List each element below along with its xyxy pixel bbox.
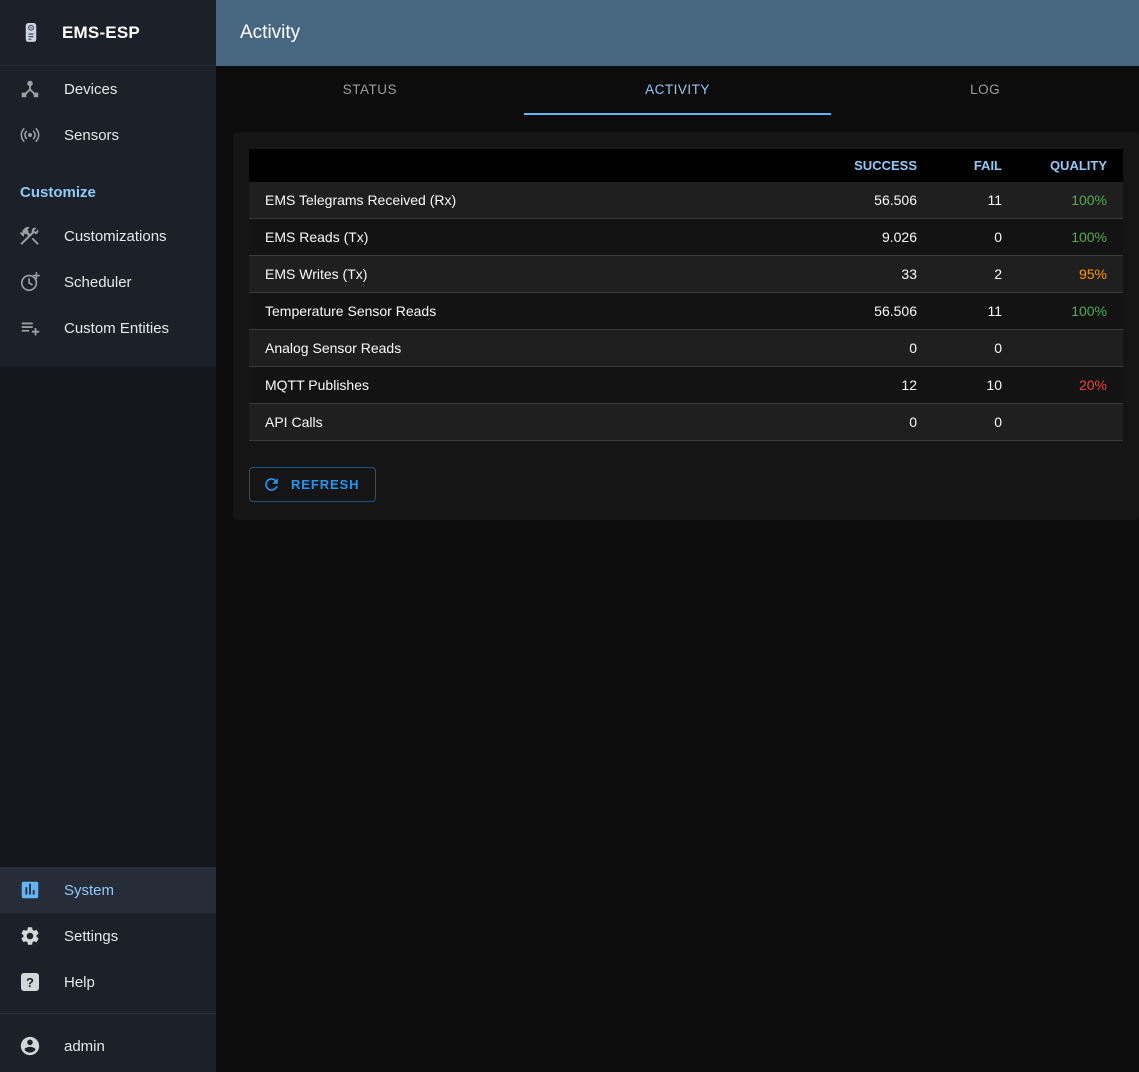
app-logo-header: EMS-ESP bbox=[0, 0, 216, 66]
sidebar-main-nav: Devices Sensors bbox=[0, 66, 216, 158]
sidebar-item-help[interactable]: ? Help bbox=[0, 959, 216, 1005]
page-title: Activity bbox=[240, 22, 301, 43]
account-circle-icon bbox=[18, 1034, 42, 1058]
metric-fail: 0 bbox=[933, 218, 1018, 256]
sidebar-item-label: Devices bbox=[64, 80, 118, 98]
header-metric bbox=[249, 149, 803, 182]
customize-section-label: Customize bbox=[20, 184, 96, 201]
header-fail: FAIL bbox=[933, 149, 1018, 182]
metric-success: 56.506 bbox=[803, 182, 933, 219]
table-row: MQTT Publishes 12 10 20% bbox=[249, 366, 1123, 404]
sidebar-item-devices[interactable]: Devices bbox=[0, 66, 216, 112]
sidebar-spacer bbox=[0, 367, 216, 867]
sidebar-item-system[interactable]: System bbox=[0, 867, 216, 913]
metric-fail: 0 bbox=[933, 329, 1018, 367]
sidebar-item-admin-user[interactable]: admin bbox=[0, 1020, 216, 1072]
ems-esp-logo-icon bbox=[16, 12, 46, 54]
refresh-button[interactable]: REFRESH bbox=[249, 467, 377, 502]
table-row: Temperature Sensor Reads 56.506 11 100% bbox=[249, 292, 1123, 330]
table-row: Analog Sensor Reads 0 0 bbox=[249, 329, 1123, 367]
activity-table: SUCCESS FAIL QUALITY EMS Telegrams Recei… bbox=[249, 149, 1123, 441]
table-header-row: SUCCESS FAIL QUALITY bbox=[249, 149, 1123, 182]
tab-bar: STATUS ACTIVITY LOG bbox=[216, 66, 1139, 115]
metric-quality: 100% bbox=[1018, 182, 1123, 219]
sidebar-item-sensors[interactable]: Sensors bbox=[0, 112, 216, 158]
metric-name: EMS Writes (Tx) bbox=[249, 255, 803, 293]
sidebar-item-label: Settings bbox=[64, 927, 119, 945]
metric-fail: 11 bbox=[933, 182, 1018, 219]
metric-quality bbox=[1018, 403, 1123, 441]
refresh-button-label: REFRESH bbox=[291, 477, 360, 492]
sidebar-divider bbox=[0, 1013, 216, 1014]
metric-name: EMS Reads (Tx) bbox=[249, 218, 803, 256]
sidebar-item-label: System bbox=[64, 881, 115, 899]
sensors-icon bbox=[18, 123, 42, 147]
bar-chart-icon bbox=[18, 878, 42, 902]
metric-name: API Calls bbox=[249, 403, 803, 441]
table-row: EMS Reads (Tx) 9.026 0 100% bbox=[249, 218, 1123, 256]
metric-fail: 0 bbox=[933, 403, 1018, 441]
metric-fail: 2 bbox=[933, 255, 1018, 293]
tab-status[interactable]: STATUS bbox=[342, 82, 397, 97]
sidebar-item-settings[interactable]: Settings bbox=[0, 913, 216, 959]
device-hub-icon bbox=[18, 77, 42, 101]
sidebar-item-label: Scheduler bbox=[64, 273, 132, 291]
metric-quality bbox=[1018, 329, 1123, 367]
metric-fail: 10 bbox=[933, 366, 1018, 404]
table-row: EMS Telegrams Received (Rx) 56.506 11 100% bbox=[249, 182, 1123, 219]
refresh-icon bbox=[262, 475, 281, 494]
activity-table-body: EMS Telegrams Received (Rx) 56.506 11 100% E… bbox=[249, 182, 1123, 441]
sidebar-item-custom-entities[interactable]: Custom Entities bbox=[0, 305, 216, 351]
username-label: admin bbox=[64, 1037, 105, 1055]
metric-success: 0 bbox=[803, 329, 933, 367]
sidebar-item-label: Custom Entities bbox=[64, 319, 170, 337]
sidebar-item-label: Help bbox=[64, 973, 95, 991]
tab-log[interactable]: LOG bbox=[970, 82, 1001, 97]
tools-icon bbox=[18, 224, 42, 248]
clock-icon bbox=[18, 270, 42, 294]
playlist-add-icon bbox=[18, 316, 42, 340]
metric-name: Analog Sensor Reads bbox=[249, 329, 803, 367]
header-success: SUCCESS bbox=[803, 149, 933, 182]
metric-name: Temperature Sensor Reads bbox=[249, 292, 803, 330]
sidebar-item-label: Sensors bbox=[64, 126, 120, 144]
sidebar-bottom: System Settings ? Help admin bbox=[0, 867, 216, 1072]
app-title: EMS-ESP bbox=[62, 22, 140, 42]
metric-success: 0 bbox=[803, 403, 933, 441]
table-row: EMS Writes (Tx) 33 2 95% bbox=[249, 255, 1123, 293]
metric-quality: 100% bbox=[1018, 292, 1123, 330]
metric-quality: 100% bbox=[1018, 218, 1123, 256]
help-icon: ? bbox=[18, 970, 42, 994]
activity-panel: SUCCESS FAIL QUALITY EMS Telegrams Recei… bbox=[233, 132, 1139, 520]
metric-success: 56.506 bbox=[803, 292, 933, 330]
metric-name: EMS Telegrams Received (Rx) bbox=[249, 182, 803, 219]
main-content: Activity STATUS ACTIVITY LOG SUCCESS FAI… bbox=[216, 0, 1139, 1072]
sidebar-customize-nav: Customizations Scheduler Custom Entities bbox=[0, 213, 216, 351]
sidebar: EMS-ESP Devices Sensors Customize bbox=[0, 0, 216, 1072]
sidebar-system-nav: System Settings ? Help bbox=[0, 867, 216, 1005]
gear-icon bbox=[18, 924, 42, 948]
metric-success: 12 bbox=[803, 366, 933, 404]
metric-success: 9.026 bbox=[803, 218, 933, 256]
appbar: Activity bbox=[216, 0, 1139, 66]
header-quality: QUALITY bbox=[1018, 149, 1123, 182]
metric-quality: 95% bbox=[1018, 255, 1123, 293]
metric-name: MQTT Publishes bbox=[249, 366, 803, 404]
sidebar-item-label: Customizations bbox=[64, 227, 167, 245]
metric-fail: 11 bbox=[933, 292, 1018, 330]
sidebar-item-scheduler[interactable]: Scheduler bbox=[0, 259, 216, 305]
table-row: API Calls 0 0 bbox=[249, 403, 1123, 441]
metric-success: 33 bbox=[803, 255, 933, 293]
metric-quality: 20% bbox=[1018, 366, 1123, 404]
tab-activity[interactable]: ACTIVITY bbox=[523, 66, 832, 115]
sidebar-item-customizations[interactable]: Customizations bbox=[0, 213, 216, 259]
sidebar-top: EMS-ESP Devices Sensors Customize bbox=[0, 0, 216, 367]
